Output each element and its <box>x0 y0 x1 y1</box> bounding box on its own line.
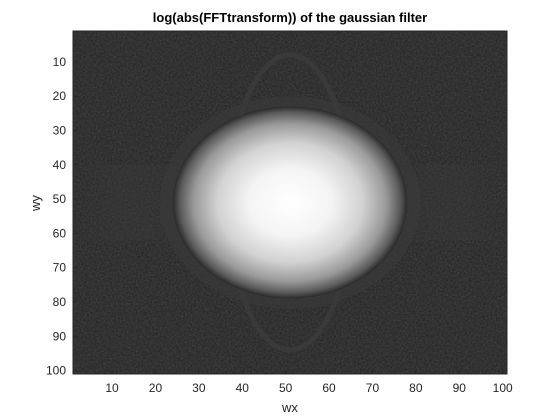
chart-title: log(abs(FFTtransform)) of the gaussian f… <box>153 10 427 25</box>
y-tick-label: 70 <box>53 261 67 275</box>
x-axis: 10 20 30 40 50 60 70 80 90 100 <box>105 370 513 395</box>
y-tick-label: 20 <box>53 89 67 103</box>
x-tick-label: 80 <box>409 381 423 395</box>
x-tick-label: 90 <box>453 381 467 395</box>
x-tick-label: 100 <box>493 381 513 395</box>
y-axis-label: wy <box>28 195 43 212</box>
x-tick-label: 60 <box>322 381 336 395</box>
y-tick-label: 10 <box>53 55 67 69</box>
y-tick-label: 30 <box>53 123 67 137</box>
x-tick-label: 70 <box>366 381 380 395</box>
plot-area <box>73 31 507 374</box>
x-tick-label: 40 <box>236 381 250 395</box>
y-tick-label: 100 <box>46 364 66 378</box>
x-tick-label: 50 <box>279 381 293 395</box>
x-tick-label: 20 <box>149 381 163 395</box>
y-tick-label: 80 <box>53 295 67 309</box>
y-tick-label: 50 <box>53 192 67 206</box>
x-axis-label: wx <box>281 400 298 415</box>
heatmap-bright-region <box>172 106 408 299</box>
plot-frame <box>72 30 508 375</box>
y-tick-label: 40 <box>53 158 67 172</box>
y-tick-label: 60 <box>53 226 67 240</box>
x-tick-label: 10 <box>105 381 119 395</box>
y-axis: 10 20 30 40 50 60 70 80 90 100 <box>46 55 77 378</box>
x-tick-label: 30 <box>192 381 206 395</box>
y-tick-label: 90 <box>53 329 67 343</box>
